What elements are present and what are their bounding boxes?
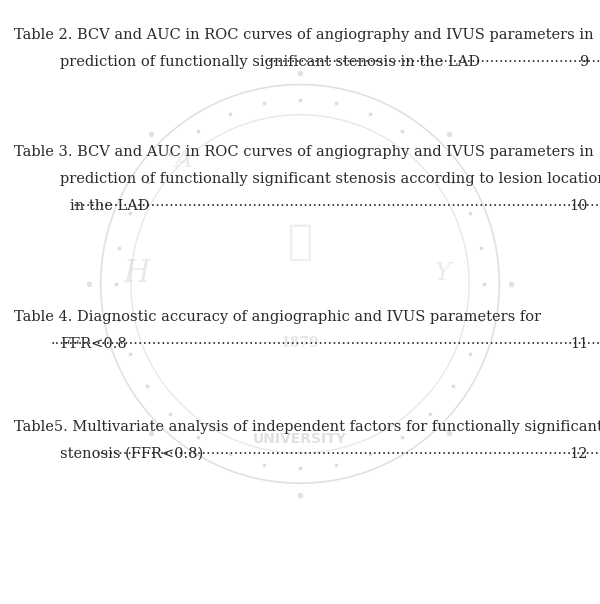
Text: ❯: ❯ <box>287 220 313 263</box>
Text: ················································································: ········································… <box>95 447 600 461</box>
Text: FFR<0.8: FFR<0.8 <box>60 337 127 351</box>
Text: prediction of functionally significant stenosis in the LAD: prediction of functionally significant s… <box>60 55 480 69</box>
Text: A: A <box>175 149 193 172</box>
Text: ·········································································: ········································… <box>263 55 600 69</box>
Text: in the LAD: in the LAD <box>70 199 149 213</box>
Text: Table 4. Diagnostic accuracy of angiographic and IVUS parameters for: Table 4. Diagnostic accuracy of angiogra… <box>14 310 541 324</box>
Text: Table 2. BCV and AUC in ROC curves of angiography and IVUS parameters in: Table 2. BCV and AUC in ROC curves of an… <box>14 28 593 42</box>
Text: 12: 12 <box>569 447 588 461</box>
Text: 11: 11 <box>570 337 588 351</box>
Text: ················································································: ········································… <box>73 199 600 213</box>
Text: H: H <box>123 259 150 289</box>
Text: 10: 10 <box>569 199 588 213</box>
Text: Table 3. BCV and AUC in ROC curves of angiography and IVUS parameters in: Table 3. BCV and AUC in ROC curves of an… <box>14 145 594 159</box>
Text: stenosis (FFR<0.8): stenosis (FFR<0.8) <box>60 447 203 461</box>
Text: Y: Y <box>435 262 452 286</box>
Text: Table5. Multivariate analysis of independent factors for functionally significan: Table5. Multivariate analysis of indepen… <box>14 420 600 434</box>
Text: 1879: 1879 <box>281 336 319 350</box>
Text: 9: 9 <box>579 55 588 69</box>
Text: prediction of functionally significant stenosis according to lesion location: prediction of functionally significant s… <box>60 172 600 186</box>
Text: UNIVERSITY: UNIVERSITY <box>253 432 347 446</box>
Text: ················································································: ········································… <box>50 337 600 351</box>
